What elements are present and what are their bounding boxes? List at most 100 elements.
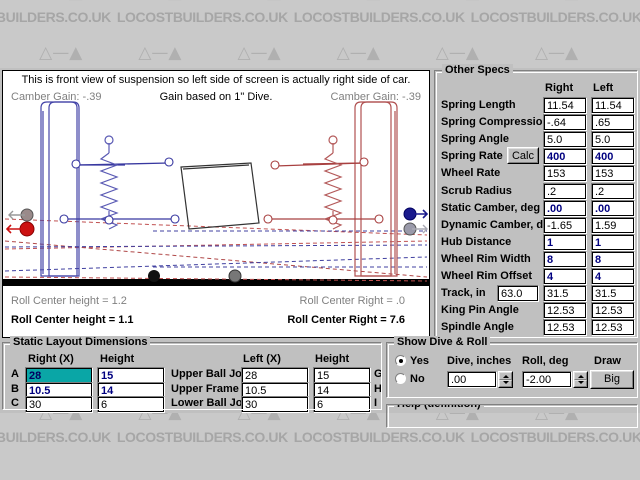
right-upper-arm	[274, 162, 364, 167]
left-wheel	[40, 101, 80, 277]
static-col-left-x-header: Left (X)	[243, 353, 281, 365]
stepper-down-icon[interactable]	[499, 379, 512, 387]
specs-right-input-12[interactable]: 12.53	[543, 302, 587, 320]
static-left-x-input-2[interactable]: 30	[241, 396, 309, 413]
dive-inches-label: Dive, inches	[447, 355, 512, 367]
help-definition-title: Help (definition)	[394, 405, 484, 410]
specs-left-input-1[interactable]: .65	[591, 114, 635, 132]
chassis-box	[180, 162, 260, 230]
right-spring	[323, 135, 343, 230]
static-col-right-height-header: Height	[100, 353, 135, 365]
stepper-up-icon[interactable]	[499, 372, 512, 380]
specs-label-11: Track, in	[441, 287, 486, 300]
right-joints	[263, 157, 384, 225]
specs-left-input-10[interactable]: 4	[591, 268, 635, 285]
roll-center-height-previous: Roll Center height = 1.2	[11, 295, 127, 307]
roll-deg-stepper[interactable]	[573, 371, 588, 388]
ground-line	[3, 279, 429, 286]
static-left-height-input-2[interactable]: 6	[313, 396, 371, 413]
specs-right-input-10[interactable]: 4	[543, 268, 587, 285]
static-right-x-input-1[interactable]: 10.5	[25, 381, 93, 399]
specs-right-input-2[interactable]: 5.0	[543, 131, 587, 149]
specs-left-input-4[interactable]: 153	[591, 165, 635, 183]
watermark-text: LOCOSTBUILDERS.CO.UKLOCOSTBUILDERS.CO.UK…	[0, 429, 640, 445]
left-force-arrows	[5, 208, 35, 237]
specs-right-input-6[interactable]: .00	[543, 199, 587, 217]
radio-show-dive-roll-yes[interactable]: Yes	[395, 355, 429, 367]
static-right-x-input-0[interactable]: 28	[25, 367, 93, 384]
specs-right-input-0[interactable]: 11.54	[543, 97, 587, 114]
specs-left-input-11[interactable]: 31.5	[591, 285, 635, 303]
static-right-height-input-0[interactable]: 15	[97, 367, 165, 384]
static-right-height-input-2[interactable]: 6	[97, 396, 165, 413]
specs-label-9: Wheel Rim Width	[441, 252, 531, 265]
specs-right-input-1[interactable]: -.64	[543, 114, 587, 132]
dive-inches-input[interactable]: .00	[447, 371, 497, 388]
radio-show-dive-roll-no[interactable]: No	[395, 373, 425, 385]
static-left-height-input-0[interactable]: 15	[313, 367, 371, 384]
static-layout-title: Static Layout Dimensions	[10, 336, 151, 348]
track-total-input[interactable]: 63.0	[497, 285, 539, 303]
static-right-x-input-2[interactable]: 30	[25, 396, 93, 413]
stepper-up-icon[interactable]	[574, 372, 587, 380]
specs-label-12: King Pin Angle	[441, 304, 519, 317]
show-dive-roll-panel: Show Dive & Roll Yes No Dive, inches .00…	[386, 336, 638, 398]
static-col-right-x-header: Right (X)	[28, 353, 74, 365]
specs-label-13: Spindle Angle	[441, 321, 514, 334]
roll-center-right-previous: Roll Center Right = .0	[299, 295, 405, 307]
spring-rate-calc-button[interactable]: Calc	[507, 147, 539, 165]
static-row-key-right-2: I	[374, 397, 378, 409]
roll-deg-label: Roll, deg	[522, 355, 569, 367]
specs-label-1: Spring Compression	[441, 116, 550, 129]
radio-dot-icon	[395, 355, 406, 366]
radio-no-label: No	[410, 373, 425, 385]
stepper-down-icon[interactable]	[574, 379, 587, 387]
specs-label-10: Wheel Rim Offset	[441, 270, 533, 282]
application-window: This is front view of suspension so left…	[0, 64, 640, 428]
static-row-key-left-2: C	[11, 397, 19, 409]
static-layout-panel: Static Layout Dimensions Right (X) Heigh…	[2, 336, 383, 413]
specs-label-2: Spring Angle	[441, 133, 510, 146]
roll-deg-input[interactable]: -2.00	[522, 371, 572, 388]
roll-center-marker-prev	[228, 269, 242, 283]
roll-center-marker-current	[148, 270, 160, 282]
draw-label: Draw	[594, 355, 621, 367]
suspension-drawing-canvas[interactable]: This is front view of suspension so left…	[2, 70, 430, 338]
static-row-key-left-1: B	[11, 382, 19, 395]
roll-center-right: Roll Center Right = 7.6	[287, 314, 405, 326]
roll-center-height: Roll Center height = 1.1	[11, 314, 134, 326]
specs-col-right-header: Right	[545, 82, 574, 94]
specs-left-input-12[interactable]: 12.53	[591, 302, 635, 320]
dive-inches-stepper[interactable]	[498, 371, 513, 388]
draw-big-button[interactable]: Big	[590, 370, 634, 389]
specs-right-input-11[interactable]: 31.5	[543, 285, 587, 303]
right-force-arrows	[403, 207, 429, 236]
watermark-car-icon: △—▲△—▲△—▲△—▲△—▲△—▲△—▲	[0, 0, 640, 4]
specs-left-input-9[interactable]: 8	[591, 250, 635, 268]
specs-right-input-8[interactable]: 1	[543, 233, 587, 251]
static-row-name-2: Lower Ball Joint	[171, 397, 256, 409]
specs-right-input-9[interactable]: 8	[543, 250, 587, 268]
specs-right-input-7[interactable]: -1.65	[543, 216, 587, 234]
other-specs-title: Other Specs	[442, 64, 513, 76]
specs-left-input-0[interactable]: 11.54	[591, 97, 635, 114]
specs-left-input-7[interactable]: 1.59	[591, 216, 635, 234]
left-joints	[59, 157, 180, 225]
specs-left-input-8[interactable]: 1	[591, 233, 635, 251]
specs-left-input-13[interactable]: 12.53	[591, 319, 635, 337]
specs-left-input-2[interactable]: 5.0	[591, 131, 635, 149]
radio-dot-icon	[395, 373, 406, 384]
specs-right-input-5[interactable]: .2	[543, 182, 587, 200]
draw-big-button-label: Big	[591, 371, 633, 388]
specs-left-input-3[interactable]: 400	[591, 148, 635, 166]
specs-right-input-4[interactable]: 153	[543, 165, 587, 183]
specs-right-input-3[interactable]: 400	[543, 148, 587, 166]
specs-left-input-5[interactable]: .2	[591, 182, 635, 200]
other-specs-panel: Other Specs Right Left Spring Length 11.5…	[434, 64, 638, 338]
specs-left-input-6[interactable]: .00	[591, 199, 635, 217]
specs-label-8: Hub Distance	[441, 235, 512, 248]
specs-label-6: Static Camber, deg	[441, 201, 541, 214]
specs-label-4: Wheel Rate	[441, 167, 501, 180]
specs-right-input-13[interactable]: 12.53	[543, 319, 587, 337]
watermark-car-icon: △—▲△—▲△—▲△—▲△—▲△—▲△—▲	[39, 43, 579, 63]
